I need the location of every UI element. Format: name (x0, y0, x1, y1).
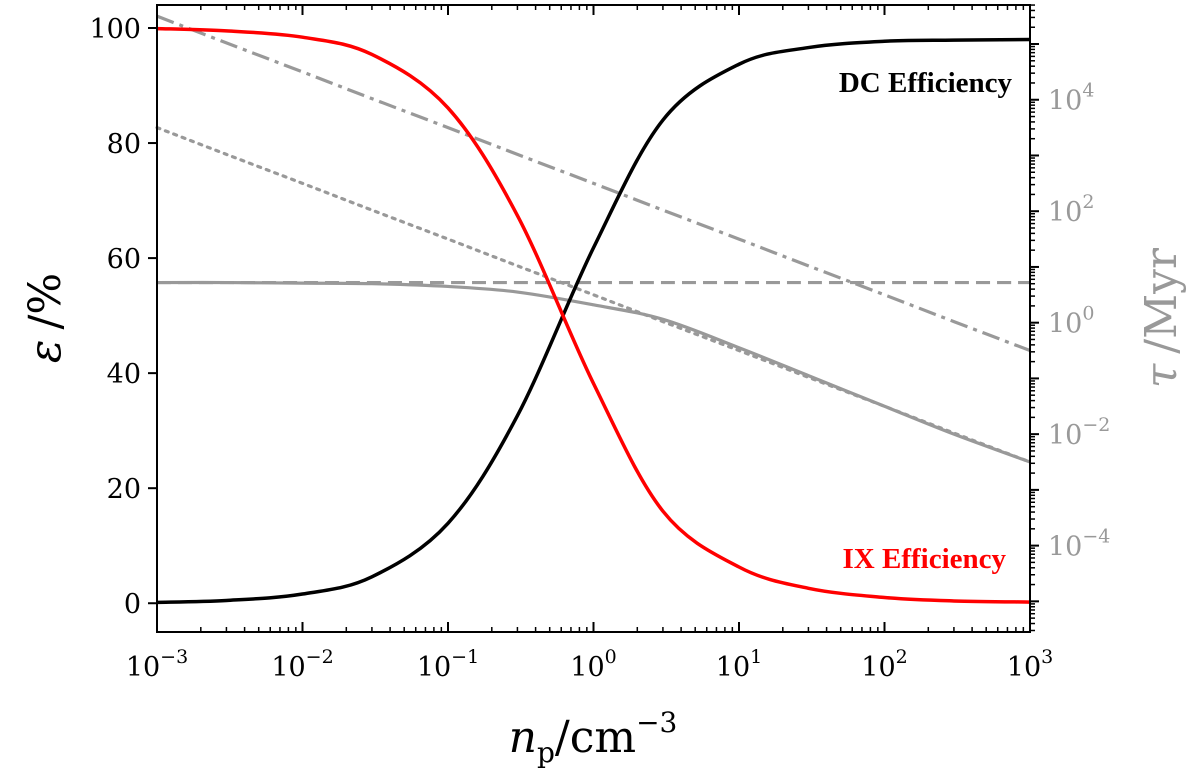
x-tick-label: 103 (1007, 646, 1053, 683)
y-right-axis-label-unit: /Myr (1136, 247, 1187, 354)
y-right-tick-label: 104 (1048, 80, 1094, 117)
x-tick-label: 10−2 (271, 646, 333, 683)
y-right-tick-label: 10−2 (1048, 414, 1110, 451)
series-line-ix-efficiency (156, 26, 1031, 604)
x-axis-label-unit: /cm (555, 712, 636, 763)
series-line-tau-dashdot (156, 14, 1031, 353)
x-tick-label: 10−1 (417, 646, 479, 683)
y-left-axis-label: ε /% (20, 273, 71, 363)
y-right-tick-label: 100 (1048, 303, 1094, 340)
series-line-tau-dotted (155, 126, 1032, 464)
x-axis-label: np/cm−3 (509, 706, 678, 769)
x-axis-label-sup: −3 (636, 706, 677, 739)
y-left-tick-label: 100 (89, 14, 141, 45)
plot-frame (156, 4, 1031, 633)
y-left-tick-label: 80 (107, 129, 141, 160)
y-right-axis-label-main: τ (1136, 363, 1187, 388)
y-left-tick-label: 60 (107, 244, 141, 275)
ix-efficiency-label: IX Efficiency (843, 543, 1007, 575)
dc-efficiency-label: DC Efficiency (839, 67, 1013, 99)
series-layer (155, 14, 1032, 605)
x-tick-label: 10−3 (126, 646, 188, 683)
y-left-axis-label-unit: /% (20, 273, 71, 330)
y-right-axis-label: τ/Myr (1136, 247, 1187, 388)
series-line-dc-efficiency (156, 37, 1031, 605)
series-line-tau-total (156, 280, 1031, 464)
x-axis-label-sub: p (537, 736, 555, 769)
y-left-tick-label: 40 (107, 359, 141, 390)
x-tick-label: 101 (716, 646, 762, 683)
y-right-tick-label: 102 (1048, 191, 1094, 228)
y-left-tick-label: 0 (124, 589, 141, 620)
y-left-axis-label-main: ε (20, 340, 71, 364)
x-axis-label-main: n (509, 712, 537, 763)
x-tick-label: 100 (570, 646, 616, 683)
y-left-tick-label: 20 (107, 474, 141, 505)
ticks-layer: 10−3 10−2 10−1 100 101 102 103 0 20 40 60 80 100 10−4… (89, 4, 1110, 683)
y-right-tick-label: 10−4 (1048, 526, 1110, 563)
x-tick-label: 102 (861, 646, 907, 683)
